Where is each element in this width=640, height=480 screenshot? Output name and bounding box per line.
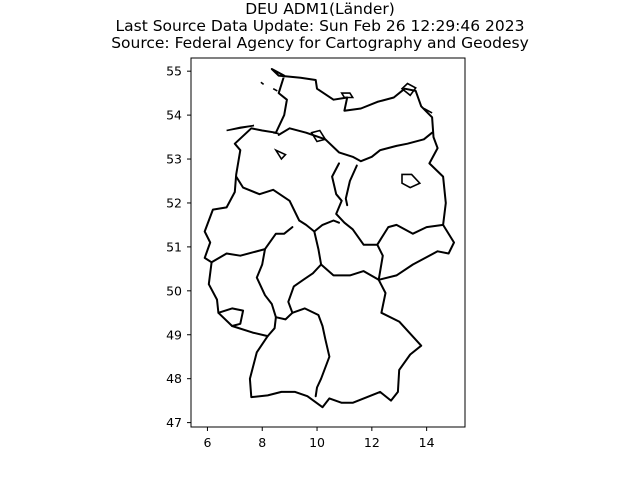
x-tick-label-1: 8 <box>258 435 266 450</box>
y-tick-label-1: 48 <box>166 371 182 386</box>
island-3 <box>340 92 355 99</box>
state-border-4 <box>210 226 294 264</box>
map-layer <box>203 68 455 409</box>
country-outline <box>203 68 455 409</box>
title-line-1: DEU ADM1(Länder) <box>245 0 395 18</box>
state-border-8 <box>320 263 380 281</box>
state-border-1 <box>235 175 340 233</box>
state-border-2 <box>331 162 445 246</box>
x-tick-label-4: 14 <box>419 435 435 450</box>
island-0 <box>226 124 255 132</box>
title-line-2: Last Source Data Update: Sun Feb 26 12:2… <box>115 17 525 35</box>
y-tick-label-8: 55 <box>166 64 182 79</box>
y-tick-label-2: 49 <box>166 327 182 342</box>
state-border-3 <box>344 164 358 207</box>
state-border-5 <box>255 248 277 338</box>
state-border-9 <box>291 307 331 398</box>
y-tick-label-0: 47 <box>166 415 182 430</box>
state-border-6 <box>217 307 245 327</box>
island-9 <box>401 173 422 189</box>
y-tick-label-4: 51 <box>166 239 182 254</box>
x-tick-label-2: 10 <box>309 435 325 450</box>
x-axis: 6 8 10 12 14 <box>203 427 435 450</box>
title-line-3: Source: Federal Agency for Cartography a… <box>111 34 529 52</box>
y-tick-label-6: 53 <box>166 152 182 167</box>
y-tick-label-5: 52 <box>166 195 182 210</box>
island-4 <box>400 82 417 97</box>
state-border-10 <box>376 243 384 281</box>
axes-frame <box>190 57 466 428</box>
y-tick-label-3: 50 <box>166 283 182 298</box>
island-7 <box>273 148 287 161</box>
island-5 <box>423 107 433 114</box>
island-6 <box>310 129 327 143</box>
x-tick-label-0: 6 <box>203 435 211 450</box>
x-tick-label-3: 12 <box>364 435 380 450</box>
y-tick-label-7: 54 <box>166 108 182 123</box>
island-1 <box>260 81 265 86</box>
state-border-7 <box>274 230 323 321</box>
y-axis: 47 48 49 50 51 52 53 54 55 <box>166 64 191 430</box>
island-8 <box>273 131 279 135</box>
island-2 <box>272 87 278 92</box>
state-border-0 <box>277 127 434 163</box>
